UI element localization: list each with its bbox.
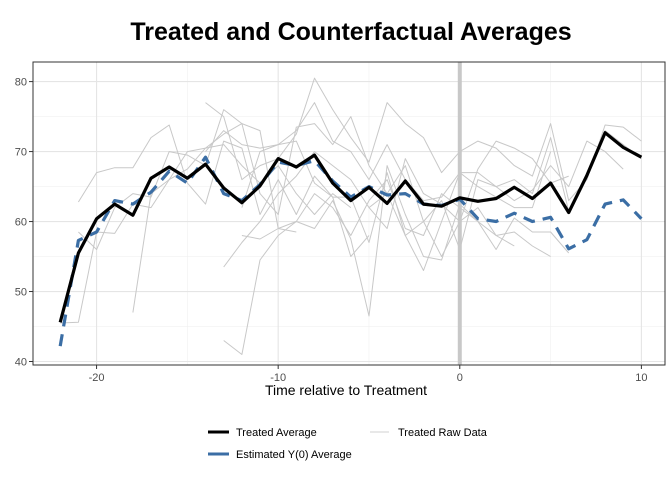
series-line-treated-average: [58, 131, 643, 323]
chart-title: Treated and Counterfactual Averages: [130, 18, 571, 46]
raw-data-line: [223, 179, 551, 355]
raw-data-line: [241, 140, 552, 271]
legend-item-treated-average: Treated Average: [208, 427, 317, 439]
raw-data-line: [223, 140, 624, 268]
legend-label-raw-data: Treated Raw Data: [398, 427, 488, 439]
x-axis-title: Time relative to Treatment: [265, 382, 427, 398]
x-tick-label: -20: [89, 372, 105, 384]
y-tick-label: 80: [15, 77, 27, 89]
raw-data-line: [132, 116, 515, 313]
legend-item-estimated-y0: Estimated Y(0) Average: [208, 449, 352, 461]
y-tick-label: 60: [15, 217, 27, 229]
x-tick-label: 10: [635, 372, 647, 384]
grid-minor: [33, 62, 665, 365]
series-line-estimated-y0: [58, 155, 643, 347]
y-axis: 40 50 60 70 80: [15, 77, 33, 369]
series-lines: [58, 131, 643, 347]
x-axis: -20 -10 0 10: [89, 365, 648, 384]
x-tick-label: 0: [457, 372, 463, 384]
panel-background: [33, 62, 665, 365]
legend: Treated Average Treated Raw Data Estimat…: [208, 427, 488, 461]
y-tick-label: 40: [15, 357, 27, 369]
x-tick-label: -10: [270, 372, 286, 384]
legend-label-treated-average: Treated Average: [236, 427, 317, 439]
panel-border: [32, 61, 666, 366]
legend-label-estimated-y0: Estimated Y(0) Average: [236, 449, 352, 461]
raw-data-line: [77, 124, 370, 257]
raw-data-line: [241, 165, 570, 317]
raw-data-line: [78, 109, 297, 250]
treatment-marker: [457, 62, 462, 365]
plot-panel: [32, 61, 666, 366]
legend-item-raw-data: Treated Raw Data: [370, 427, 488, 439]
y-tick-label: 50: [15, 287, 27, 299]
raw-data-line: [368, 140, 569, 229]
y-tick-label: 70: [15, 147, 27, 159]
